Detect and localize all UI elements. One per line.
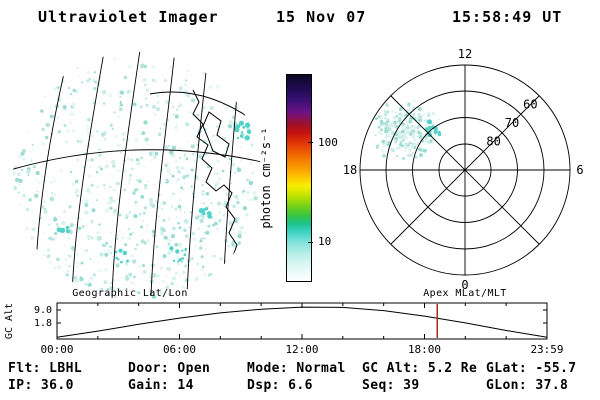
mlt-label-18: 18 [343, 163, 357, 177]
status-gcalt: GC Alt: 5.2 Re [362, 361, 478, 376]
alt-tick-label: 1.8 [34, 318, 52, 329]
time-tick-label: 00:00 [40, 343, 73, 356]
status-row-1: Flt: LBHL Door: Open Mode: Normal GC Alt… [0, 361, 600, 376]
colorbar-tick-label-1: 10 [318, 235, 332, 249]
mlat-label-70: 70 [505, 116, 519, 130]
time-tick-label: 23:59 [530, 343, 563, 356]
mlat-label-60: 60 [523, 98, 537, 112]
status-ip: IP: 36.0 [8, 378, 74, 393]
geo-plot-caption: Geographic Lat/Lon [72, 288, 188, 299]
globe-speckle-field [13, 58, 258, 300]
alt-axis-label: GC Alt [4, 303, 15, 339]
polar-grid [359, 64, 571, 276]
colorbar-tick-label-0: 100 [318, 135, 338, 149]
status-row-2: IP: 36.0 Gain: 14 Dsp: 6.6 Seq: 39 GLon:… [0, 378, 600, 393]
polar-speckle-field [370, 99, 442, 161]
coastline [192, 89, 244, 297]
mlt-label-12: 12 [458, 47, 472, 61]
header-date: 15 Nov 07 [276, 8, 367, 26]
apex-plot-caption: Apex MLat/MLT [423, 288, 507, 299]
time-tick-label: 12:00 [285, 343, 318, 356]
status-gain: Gain: 14 [128, 378, 194, 393]
gc-alt-chart: 00:00 06:00 12:00 18:00 23:59 9.0 1.8 GC Alt [4, 302, 564, 356]
status-glon: GLon: 37.8 [486, 378, 569, 393]
time-tick-label: 18:00 [408, 343, 441, 356]
stripchart-ticks [56, 303, 548, 339]
stripchart-frame [56, 302, 548, 340]
status-mode: Mode: Normal [247, 361, 346, 376]
colorbar [286, 74, 312, 282]
mlt-label-0: 0 [461, 278, 468, 292]
alt-tick-label: 9.0 [34, 305, 52, 316]
geographic-grid [13, 52, 261, 297]
header-time: 15:58:49 UT [452, 8, 563, 26]
colorbar-units-label: photon cm⁻²s⁻¹ [259, 127, 273, 229]
time-tick-label: 06:00 [163, 343, 196, 356]
mlt-label-6: 6 [576, 163, 583, 177]
status-flt: Flt: LBHL [8, 361, 83, 376]
status-seq: Seq: 39 [362, 378, 420, 393]
status-dsp: Dsp: 6.6 [247, 378, 313, 393]
status-door: Door: Open [128, 361, 211, 376]
app-title: Ultraviolet Imager [38, 8, 219, 26]
colorbar-tickmark [308, 241, 313, 243]
mlat-label-80: 80 [486, 134, 500, 148]
gc-alt-curve [56, 306, 548, 338]
geographic-image-plot [13, 52, 261, 300]
status-glat: GLat: -55.7 [486, 361, 577, 376]
colorbar-tickmark [308, 142, 313, 144]
